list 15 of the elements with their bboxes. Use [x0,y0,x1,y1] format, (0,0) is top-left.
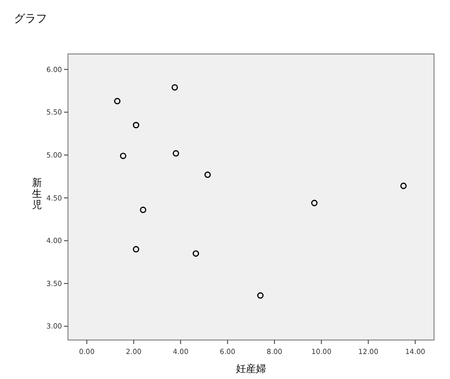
x-axis-title: 妊産婦 [236,363,266,375]
point [192,250,200,257]
point [132,122,140,128]
y-axis-title: 新生児 [32,177,42,211]
point [311,200,318,206]
point [140,206,146,214]
point [114,98,120,104]
chart-title: グラフ [14,12,47,25]
point [172,84,178,91]
point [257,292,264,299]
point [204,172,211,178]
point [120,152,126,160]
point [400,182,407,190]
point [172,150,180,157]
point [132,246,140,252]
